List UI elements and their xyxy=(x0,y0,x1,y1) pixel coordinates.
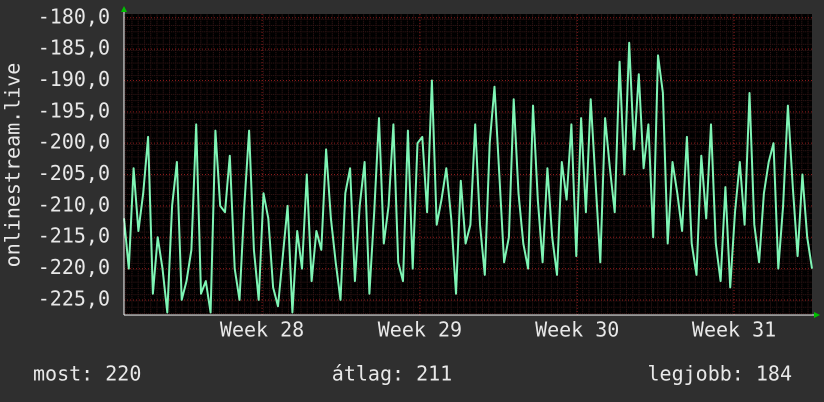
x-arrow xyxy=(814,312,820,318)
y-arrow xyxy=(121,6,127,12)
y-tick-label: -220,0 xyxy=(38,255,110,279)
x-tick-label: Week 28 xyxy=(220,318,304,342)
y-tick-label: -205,0 xyxy=(38,161,110,185)
y-axis-label: onlinestream.live xyxy=(1,63,25,268)
footer-best: legjobb: 184 xyxy=(648,362,793,386)
x-tick-label: Week 31 xyxy=(692,318,776,342)
y-tick-label: -190,0 xyxy=(38,67,110,91)
y-tick-label: -200,0 xyxy=(38,130,110,154)
x-tick-label: Week 29 xyxy=(378,318,462,342)
y-tick-label: -210,0 xyxy=(38,192,110,216)
y-tick-label: -180,0 xyxy=(38,4,110,28)
series-line xyxy=(123,41,813,314)
footer-current: most: 220 xyxy=(33,362,141,386)
y-tick-label: -225,0 xyxy=(38,286,110,310)
footer-average: átlag: 211 xyxy=(332,362,452,386)
y-tick-label: -185,0 xyxy=(38,36,110,60)
y-tick-label: -195,0 xyxy=(38,98,110,122)
marks xyxy=(123,41,813,314)
y-tick-label: -215,0 xyxy=(38,224,110,248)
x-tick-label: Week 30 xyxy=(535,318,619,342)
